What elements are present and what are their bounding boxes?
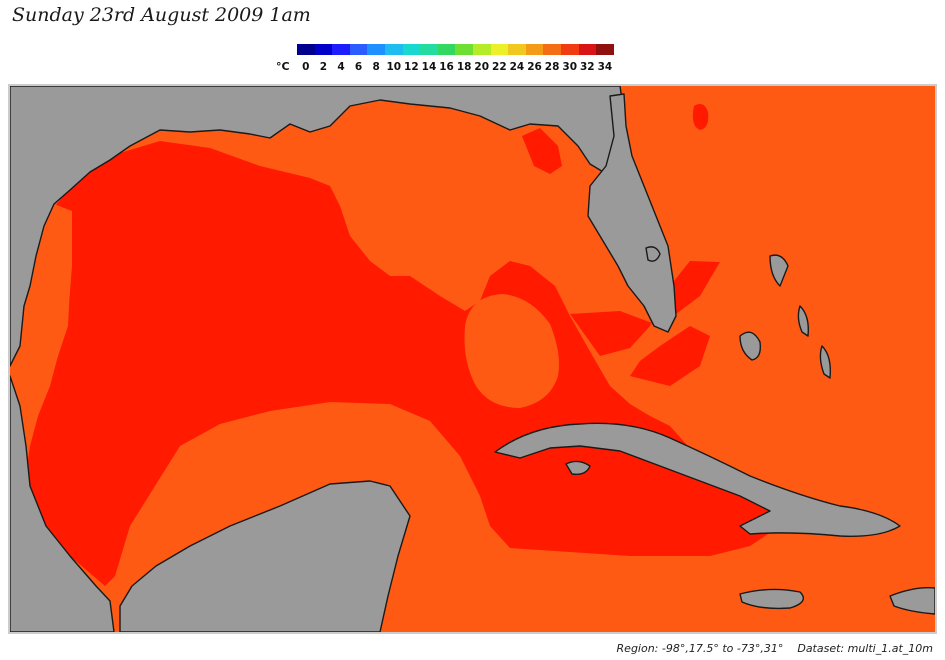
sea-30c-east-gulf xyxy=(570,261,720,356)
legend-tick-label: 16 xyxy=(439,61,454,73)
land-mexico xyxy=(10,375,115,632)
legend-swatch xyxy=(578,44,597,55)
legend-swatch xyxy=(367,44,385,55)
sea-30c-gulf-region xyxy=(24,141,780,586)
temperature-color-legend: °C 0 2 4 6 8 10 12 14 16 18 20 22 24 26 28 30 32 34 xyxy=(276,44,646,78)
legend-tick-label: 32 xyxy=(579,61,595,73)
sea-28c-west-coast-band xyxy=(24,204,72,416)
legend-swatch xyxy=(420,44,438,55)
legend-swatch xyxy=(437,44,456,55)
legend-tick-label: 12 xyxy=(404,61,419,73)
land-bahamas-eleuthera xyxy=(797,305,810,337)
legend-swatch xyxy=(384,44,403,55)
land-florida-peninsula xyxy=(587,93,677,333)
legend-tick-label: 4 xyxy=(337,61,345,73)
legend-swatch xyxy=(314,44,333,55)
sea-30c-yucatan-channel xyxy=(630,326,710,386)
legend-swatch xyxy=(402,44,421,55)
land-bahamas-cat-island xyxy=(819,345,832,379)
legend-swatch xyxy=(560,44,579,55)
legend-color-swatches xyxy=(297,44,614,55)
land-yucatan-peninsula xyxy=(119,480,411,632)
dataset-label: Dataset: multi_1.at_10m xyxy=(797,642,933,655)
land-jamaica xyxy=(739,588,804,610)
land-isle-of-youth xyxy=(565,460,591,476)
legend-swatch xyxy=(490,44,509,55)
legend-swatch xyxy=(472,44,491,55)
region-label: Region: -98°,17.5° to -73°,31° xyxy=(616,642,784,655)
legend-tick-label: 18 xyxy=(456,61,472,73)
legend-tick-label: 34 xyxy=(597,61,613,73)
land-lake-okeechobee-outline xyxy=(645,246,661,262)
legend-swatch xyxy=(596,44,614,55)
land-bahamas-abaco xyxy=(769,254,789,287)
legend-tick-label: 6 xyxy=(354,61,363,73)
land-cuba xyxy=(494,422,901,537)
land-hispaniola xyxy=(889,586,935,615)
legend-swatch xyxy=(455,44,473,55)
legend-unit-label: °C xyxy=(276,60,290,73)
legend-swatch xyxy=(525,44,544,55)
page-title: Sunday 23rd August 2009 1am xyxy=(12,4,311,26)
legend-tick-label: 10 xyxy=(386,61,402,73)
legend-tick-label: 20 xyxy=(474,61,490,73)
map-canvas xyxy=(10,86,935,632)
legend-tick-label: 24 xyxy=(509,61,525,73)
sea-28c-eddy xyxy=(464,294,559,408)
legend-swatch xyxy=(297,44,315,55)
map-footer: Region: -98°,17.5° to -73°,31° Dataset: … xyxy=(617,642,933,655)
legend-tick-label: 26 xyxy=(527,61,542,73)
legend-swatch xyxy=(508,44,526,55)
legend-tick-label: 28 xyxy=(544,61,560,73)
legend-tick-label: 14 xyxy=(421,61,437,73)
legend-tick-label: 0 xyxy=(302,61,310,73)
legend-tick-labels: 0 2 4 6 8 10 12 14 16 18 20 22 24 26 28 30 32 34 xyxy=(297,61,614,73)
legend-swatch xyxy=(332,44,350,55)
legend-tick-label: 2 xyxy=(319,61,328,73)
legend-swatch xyxy=(543,44,561,55)
sea-30c-florida-west-spot xyxy=(522,128,562,174)
legend-tick-label: 8 xyxy=(372,61,380,73)
legend-swatch xyxy=(349,44,368,55)
legend-tick-label: 22 xyxy=(492,61,507,73)
legend-tick-label: 30 xyxy=(562,61,578,73)
sea-surface-temperature-map xyxy=(8,84,937,634)
sea-30c-atlantic-spot xyxy=(692,104,709,130)
land-bahamas-andros xyxy=(739,331,762,361)
